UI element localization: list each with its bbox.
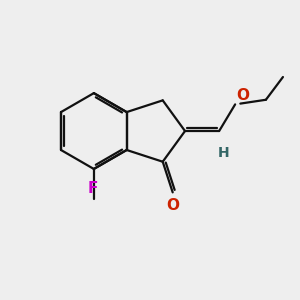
- Text: F: F: [87, 181, 98, 196]
- Text: O: O: [166, 198, 179, 213]
- Text: O: O: [237, 88, 250, 103]
- Text: H: H: [218, 146, 230, 160]
